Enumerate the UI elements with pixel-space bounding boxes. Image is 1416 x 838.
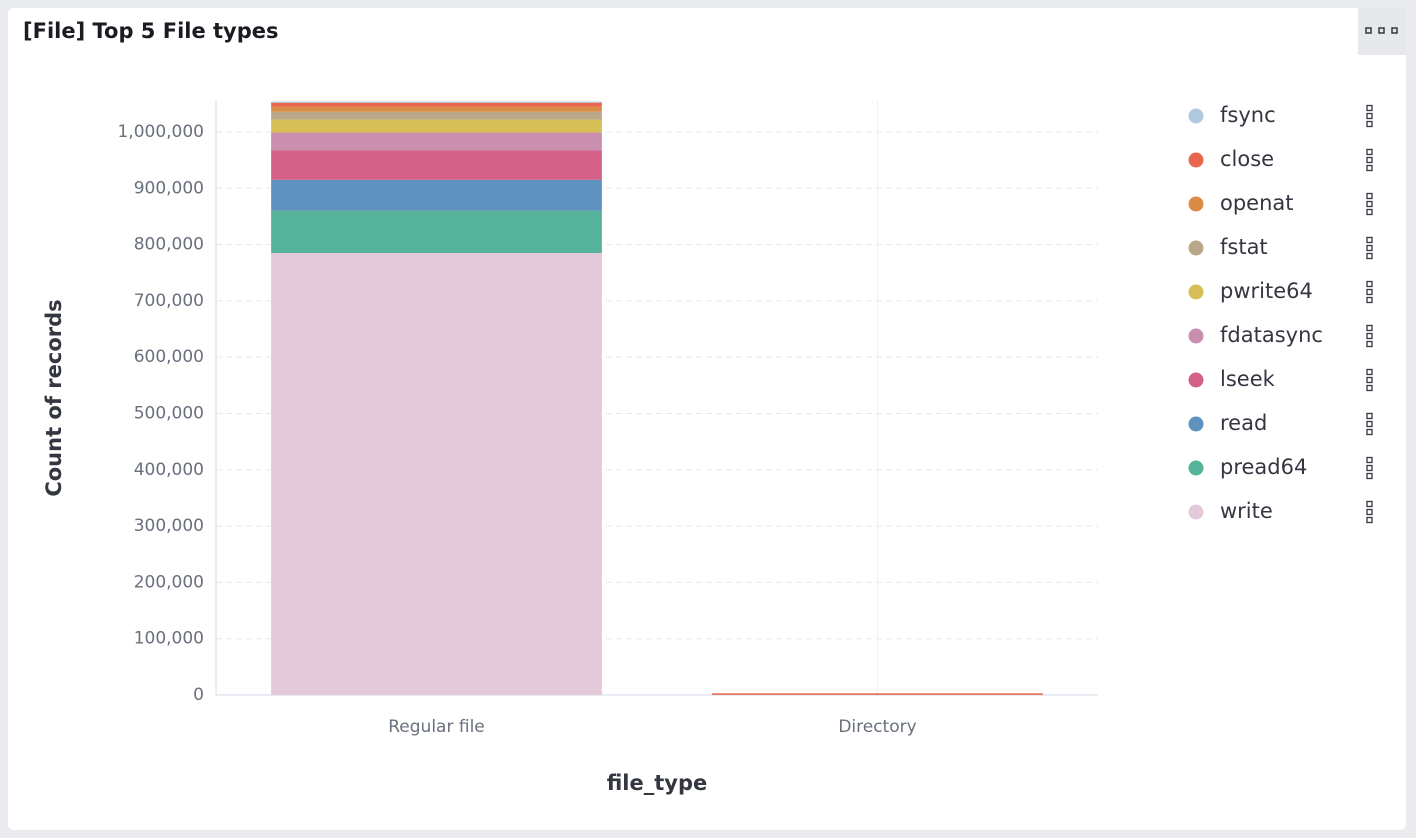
bar-segment (271, 210, 602, 254)
bar-segment (271, 101, 602, 103)
y-tick-label: 900,000 (134, 178, 204, 198)
y-axis-title: Count of records (42, 299, 66, 496)
legend-label[interactable]: openat (1220, 191, 1294, 215)
menu-dot (1365, 27, 1372, 34)
legend-action-dot (1366, 508, 1373, 516)
legend-action-dot (1366, 368, 1373, 376)
legend-label[interactable]: fsync (1220, 103, 1276, 127)
legend-swatch[interactable] (1188, 108, 1204, 124)
menu-dot (1391, 27, 1398, 34)
y-tick-label: 700,000 (134, 291, 204, 311)
y-tick-label: 100,000 (134, 629, 204, 649)
y-tick-label: 300,000 (134, 516, 204, 536)
legend-action-dot (1366, 156, 1373, 164)
x-tick-label: Regular file (388, 717, 485, 737)
bar-segment (271, 150, 602, 180)
legend-action-dot (1366, 164, 1373, 172)
legend-action-dot (1366, 412, 1373, 420)
x-tick-label: Directory (838, 717, 916, 737)
legend-action-dot (1366, 376, 1373, 384)
legend-label[interactable]: lseek (1220, 367, 1276, 391)
y-tick-label: 1,000,000 (117, 122, 204, 142)
legend-label[interactable]: write (1220, 499, 1273, 523)
legend-label[interactable]: close (1220, 147, 1274, 171)
legend-action-dot (1366, 464, 1373, 472)
legend-action-dot (1366, 420, 1373, 428)
legend-action-dot (1366, 500, 1373, 508)
legend-action-dot (1366, 516, 1373, 524)
legend-action-dot (1366, 472, 1373, 480)
legend-action-dot (1366, 296, 1373, 304)
legend-label[interactable]: read (1220, 411, 1267, 435)
legend-action-dot (1366, 456, 1373, 464)
bar-segment (271, 132, 602, 151)
bar-segment (271, 106, 602, 112)
legend-action-dot (1366, 340, 1373, 348)
x-axis-title: file_type (607, 771, 708, 795)
legend-action-dot (1366, 148, 1373, 156)
legend-label[interactable]: fstat (1220, 235, 1268, 259)
legend-swatch[interactable] (1188, 196, 1204, 212)
legend-action-dot (1366, 208, 1373, 216)
legend-action-dot (1366, 200, 1373, 208)
bar-segment (712, 693, 1043, 695)
bar-segment (271, 102, 602, 107)
chart-title: [File] Top 5 File types (23, 19, 279, 43)
legend-action-dot (1366, 192, 1373, 200)
legend-action-dot (1366, 428, 1373, 436)
bar-segment (271, 119, 602, 133)
y-tick-label: 400,000 (134, 460, 204, 480)
menu-button[interactable] (1358, 8, 1406, 55)
y-tick-label: 200,000 (134, 572, 204, 592)
legend-action-dot (1366, 236, 1373, 244)
legend-swatch[interactable] (1188, 328, 1204, 344)
legend-action-dot (1366, 112, 1373, 120)
legend-label[interactable]: pread64 (1220, 455, 1307, 479)
y-tick-label: 500,000 (134, 403, 204, 423)
legend-action-dot (1366, 288, 1373, 296)
legend-swatch[interactable] (1188, 504, 1204, 520)
y-tick-label: 600,000 (134, 347, 204, 367)
menu-dot (1378, 27, 1385, 34)
legend-label[interactable]: pwrite64 (1220, 279, 1313, 303)
legend-swatch[interactable] (1188, 416, 1204, 432)
bar-segment (271, 111, 602, 120)
y-tick-label: 0 (193, 685, 204, 705)
bar-segment (271, 253, 602, 695)
legend-swatch[interactable] (1188, 284, 1204, 300)
bar-segment (271, 179, 602, 211)
legend-action-dot (1366, 104, 1373, 112)
legend-action-dot (1366, 120, 1373, 128)
legend-action-dot (1366, 332, 1373, 340)
legend-swatch[interactable] (1188, 240, 1204, 256)
legend-action-dot (1366, 324, 1373, 332)
legend-action-dot (1366, 280, 1373, 288)
panel-menu[interactable] (1358, 8, 1406, 55)
legend-action-dot (1366, 252, 1373, 260)
y-tick-label: 800,000 (134, 235, 204, 255)
legend-swatch[interactable] (1188, 152, 1204, 168)
legend-swatch[interactable] (1188, 372, 1204, 388)
legend-action-dot (1366, 244, 1373, 252)
legend-swatch[interactable] (1188, 460, 1204, 476)
legend-action-dot (1366, 384, 1373, 392)
legend-label[interactable]: fdatasync (1220, 323, 1323, 347)
